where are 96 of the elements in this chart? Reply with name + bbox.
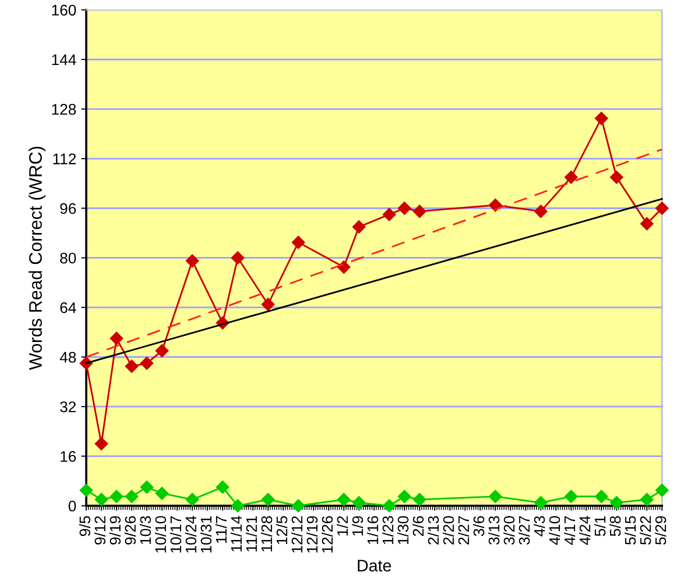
point	[382, 499, 396, 512]
point	[640, 492, 654, 506]
point	[110, 332, 124, 345]
y-tick-label: 0	[68, 500, 76, 512]
x-tick-label: 10/10	[154, 516, 166, 553]
point	[398, 202, 412, 215]
point	[125, 360, 138, 373]
point	[186, 254, 199, 268]
x-tick-label: 2/6	[412, 516, 424, 536]
point	[564, 490, 578, 504]
y-tick-label: 112	[53, 154, 76, 164]
x-tick-label: 1/30	[397, 516, 409, 544]
x-tick-label: 4/10	[548, 516, 560, 545]
x-tick-label: 9/12	[94, 516, 106, 544]
point	[488, 490, 502, 504]
point	[655, 202, 669, 215]
point	[155, 344, 169, 358]
x-tick-label: 12/26	[322, 516, 333, 553]
x-tick-label: 10/31	[200, 516, 212, 553]
x-tick-label: 3/27	[518, 516, 530, 545]
x-tick-label: 9/5	[79, 516, 90, 536]
x-tick-label: 4/3	[534, 516, 545, 536]
x-tick-label: 9/26	[124, 516, 136, 544]
point	[413, 492, 426, 506]
x-tick-label: 4/24	[579, 516, 590, 545]
x-tick-label: 4/17	[564, 516, 576, 545]
x-tick-label: 11/28	[260, 516, 272, 552]
point	[413, 204, 426, 218]
x-tick-label: 2/27	[458, 516, 470, 544]
point	[231, 251, 244, 264]
x-axis-title: Date	[358, 560, 391, 572]
x-tick-label: 1/2	[336, 516, 348, 536]
x-tick-label: 12/12	[291, 516, 302, 553]
y-tick-label: 16	[60, 451, 76, 462]
point	[261, 298, 275, 311]
x-tick-label: 12/5	[276, 516, 288, 544]
point	[382, 208, 396, 222]
x-tick-label: 5/15	[624, 516, 636, 545]
x-tick-label: 5/8	[609, 516, 621, 536]
point	[337, 492, 350, 506]
x-tick-label: 2/13	[428, 516, 439, 544]
x-tick-label: 11/7	[215, 516, 227, 543]
point	[216, 480, 230, 494]
point	[534, 204, 548, 218]
point	[594, 490, 608, 504]
x-tick-label: 5/1	[594, 516, 606, 536]
y-tick-label: 144	[52, 54, 76, 66]
x-tick-label: 5/22	[640, 516, 651, 545]
point	[352, 496, 366, 510]
y-tick-label: 128	[52, 104, 76, 115]
y-tick-label: 96	[60, 203, 76, 214]
point	[352, 220, 366, 234]
point	[564, 170, 578, 184]
y-tick-label: 80	[60, 252, 76, 264]
point	[110, 490, 124, 504]
point	[155, 486, 169, 500]
point	[655, 484, 669, 497]
point	[488, 198, 502, 212]
y-tick-label: 32	[60, 401, 76, 412]
point	[610, 496, 624, 510]
x-tick-label: 1/23	[382, 516, 394, 544]
point	[337, 260, 350, 274]
point	[94, 492, 108, 506]
point	[186, 492, 199, 506]
point	[594, 112, 608, 125]
x-tick-label: 3/6	[473, 516, 484, 536]
point	[80, 484, 93, 497]
point	[125, 490, 138, 504]
y-tick-label: 160	[52, 4, 76, 16]
x-tick-label: 1/16	[367, 516, 378, 544]
x-tick-label: 9/19	[109, 516, 121, 544]
y-tick-label: 48	[60, 352, 76, 363]
x-tick-label: 12/19	[306, 516, 318, 553]
point	[610, 170, 624, 184]
x-tick-label: 2/20	[442, 516, 454, 544]
x-tick-label: 3/13	[488, 516, 500, 545]
point	[140, 480, 154, 494]
point	[640, 217, 654, 230]
point	[261, 492, 275, 506]
x-tick-label: 10/24	[185, 516, 196, 553]
x-tick-label: 1/9	[352, 516, 364, 536]
x-tick-label: 10/17	[170, 516, 182, 553]
point	[94, 437, 108, 450]
point	[534, 496, 548, 510]
x-tick-label: 5/29	[654, 516, 666, 545]
point	[140, 356, 154, 370]
point	[292, 499, 305, 512]
y-axis-title: Words Read Correct (WRC)	[28, 146, 46, 370]
x-tick-label: 3/20	[503, 516, 515, 545]
x-tick-label: 10/3	[140, 516, 151, 544]
y-tick-label: 64	[60, 302, 76, 314]
x-tick-label: 11/21	[246, 516, 258, 552]
point	[231, 499, 244, 512]
x-tick-label: 11/14	[230, 516, 242, 552]
point	[398, 490, 412, 504]
point	[292, 236, 305, 249]
